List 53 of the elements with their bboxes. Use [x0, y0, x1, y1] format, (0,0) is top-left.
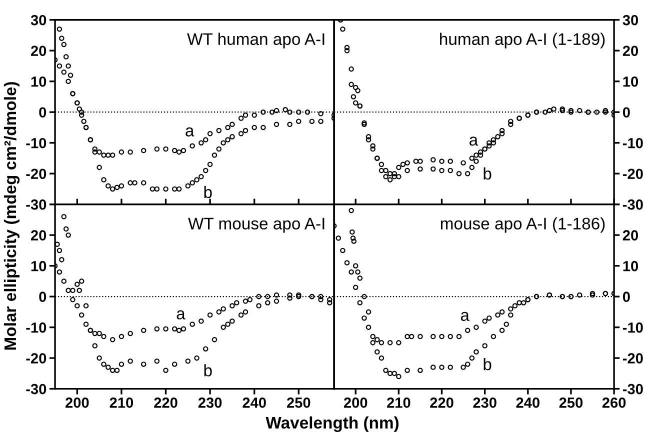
- y-tick-label: 0: [39, 107, 46, 118]
- y-tick-label: -10: [622, 322, 643, 333]
- y-tick-label: -30: [622, 199, 643, 210]
- series-label: b: [484, 358, 492, 370]
- y-tick-label: -30: [622, 384, 643, 394]
- x-tick-label: 250: [559, 398, 583, 408]
- x-tick-label: 210: [387, 398, 410, 408]
- y-tick-label: -20: [26, 168, 46, 180]
- text: WT mouse apo A-I: [188, 218, 324, 233]
- y-tick-label: 20: [622, 46, 638, 56]
- x-tick-label: 200: [66, 398, 89, 408]
- x-tick-label: 220: [154, 398, 178, 408]
- y-tick-label: -10: [26, 322, 46, 333]
- y-tick-label: 0: [622, 107, 630, 118]
- y-tick-label: 10: [31, 76, 46, 87]
- series-label: b: [204, 364, 212, 376]
- x-tick-label: 240: [516, 398, 540, 408]
- text: mouse apo A-I (1-186): [440, 217, 605, 233]
- y-tick-label: 20: [30, 46, 46, 56]
- y-tick-label: -10: [622, 138, 643, 148]
- x-tick-label: 230: [473, 398, 496, 408]
- y-axis-title: Molar ellipticity (mdeg cm²/dmole): [4, 82, 20, 350]
- x-tick-label: 240: [242, 398, 266, 408]
- y-tick-label: -30: [26, 384, 46, 394]
- y-tick-label: 30: [30, 14, 46, 26]
- y-tick-label: -30: [26, 199, 46, 210]
- y-tick-label: 0: [622, 292, 630, 302]
- x-tick-label: 250: [286, 398, 310, 408]
- x-tick-label: 220: [430, 398, 454, 408]
- y-tick-label: 20: [622, 230, 638, 241]
- series-label: b: [484, 167, 492, 180]
- y-tick-label: -20: [622, 168, 643, 180]
- series-label: a: [470, 136, 478, 146]
- y-tick-label: 10: [623, 260, 638, 272]
- y-tick-label: -20: [26, 353, 46, 364]
- x-tick-label: 210: [110, 398, 134, 408]
- text: WT human apo A-I: [187, 32, 324, 48]
- y-tick-label: -20: [622, 353, 643, 364]
- y-tick-label: 10: [623, 76, 638, 87]
- y-tick-label: 10: [31, 260, 46, 272]
- series-label: a: [176, 310, 186, 320]
- x-tick-label: 260: [602, 398, 626, 408]
- y-tick-label: 30: [622, 14, 638, 26]
- text: human apo A-I (1-189): [440, 32, 605, 48]
- series-label: b: [204, 186, 212, 198]
- x-axis-title: Wavelength (nm): [266, 416, 399, 432]
- series-label: a: [460, 312, 470, 321]
- y-tick-label: 20: [30, 230, 46, 241]
- x-tick-label: 230: [198, 398, 222, 408]
- y-tick-label: 0: [39, 292, 46, 302]
- y-tick-label: -10: [26, 138, 46, 148]
- series-label: a: [186, 127, 194, 137]
- x-tick-label: 200: [344, 398, 368, 408]
